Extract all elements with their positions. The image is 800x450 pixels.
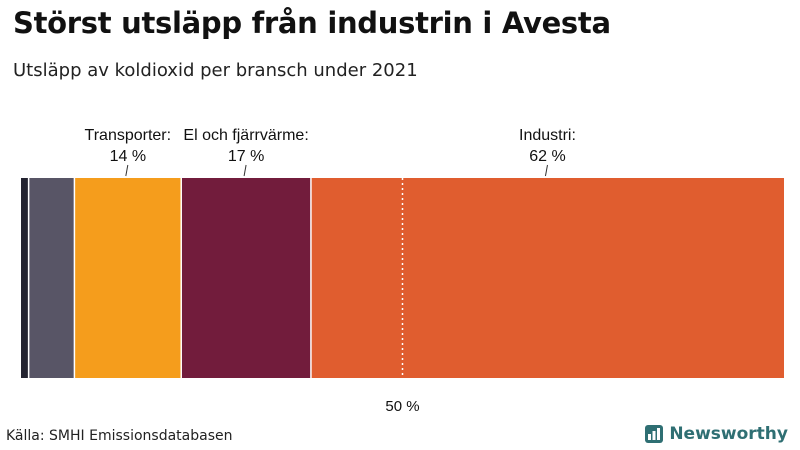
bar-segment-2 <box>74 178 182 378</box>
segment-value-label-4: 62 % <box>529 148 565 165</box>
chart-title: Störst utsläpp från industrin i Avesta <box>13 6 611 40</box>
bar-segment-1 <box>28 178 75 378</box>
bar-segment-4 <box>310 178 784 378</box>
bar-segment-3 <box>181 178 311 378</box>
reference-line-label: 50 % <box>385 398 419 415</box>
segment-leader-4 <box>544 164 548 177</box>
segment-label-3: El och fjärrvärme: <box>183 127 308 144</box>
segment-leader-3 <box>243 164 247 177</box>
chart-subtitle: Utsläpp av koldioxid per bransch under 2… <box>13 60 418 81</box>
brand-name: Newsworthy <box>669 424 788 444</box>
segment-value-label-2: 14 % <box>110 148 146 165</box>
source-note: Källa: SMHI Emissionsdatabasen <box>6 428 233 444</box>
stacked-bar-chart: Transporter: 14 % El och fjärrvärme: 17 % In… <box>21 127 784 415</box>
segment-leader-2 <box>125 164 129 177</box>
newsworthy-logo: Newsworthy <box>645 424 788 444</box>
bar-segment-0 <box>21 178 29 378</box>
segment-label-4: Industri: <box>519 127 576 144</box>
segment-label-2: Transporter: <box>85 127 172 144</box>
segment-value-label-3: 17 % <box>228 148 264 165</box>
bar-chart-icon <box>645 425 664 443</box>
